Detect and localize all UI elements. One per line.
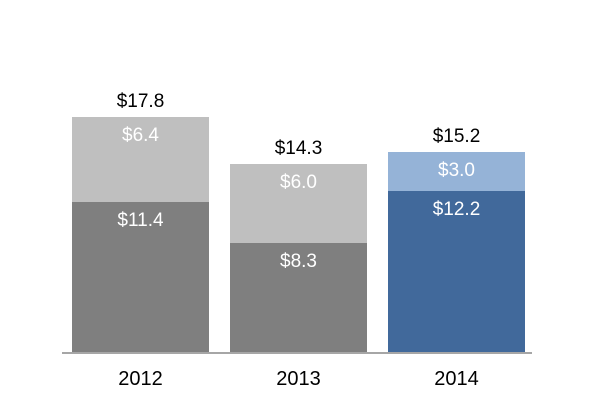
- bar-2014: $3.0 $12.2: [388, 151, 525, 353]
- segment-value-label: $3.0: [438, 159, 475, 181]
- bar-segment: $8.3: [230, 243, 367, 353]
- segment-value-label: $12.2: [432, 199, 481, 221]
- x-axis-label-2012: 2012: [118, 368, 163, 390]
- x-axis-line: [62, 352, 532, 354]
- segment-value-label: $11.4: [117, 209, 164, 231]
- x-axis-label-2013: 2013: [276, 368, 321, 390]
- segment-value-label: $6.0: [280, 171, 317, 193]
- bar-segment: $6.0: [230, 163, 367, 244]
- bar-2012: $6.4 $11.4: [72, 117, 209, 353]
- segment-value-label: $8.3: [280, 251, 317, 273]
- total-value-label: $15.2: [432, 125, 481, 147]
- bar-segment: $12.2: [388, 191, 525, 353]
- x-axis-label-2014: 2014: [434, 368, 479, 390]
- bar-segment: $11.4: [72, 201, 209, 353]
- bar-segment: $6.4: [72, 117, 209, 202]
- total-value-label: $17.8: [116, 91, 165, 113]
- segment-value-label: $6.4: [122, 125, 159, 147]
- bar-2013: $6.0 $8.3: [230, 163, 367, 353]
- bar-segment: $3.0: [388, 151, 525, 192]
- total-value-label: $14.3: [274, 137, 323, 159]
